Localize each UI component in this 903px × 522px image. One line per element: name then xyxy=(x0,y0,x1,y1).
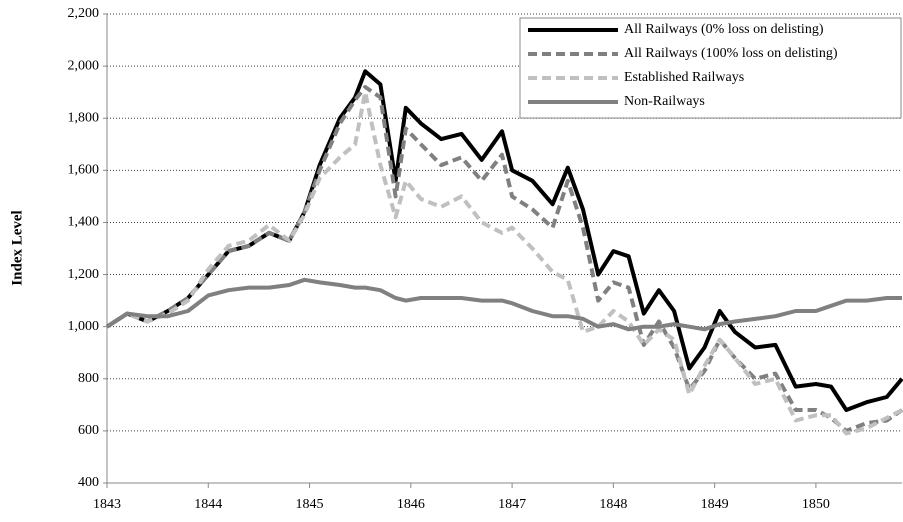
y-tick-label: 2,200 xyxy=(68,6,100,21)
y-tick-label: 1,400 xyxy=(68,215,100,230)
legend-label: All Railways (100% loss on delisting) xyxy=(624,46,838,61)
y-tick-label: 400 xyxy=(78,475,99,490)
y-tick-label: 1,600 xyxy=(68,163,100,178)
x-tick-label: 1850 xyxy=(802,497,830,512)
y-axis-label: Index Level xyxy=(9,210,25,285)
legend-label: Non-Railways xyxy=(624,94,705,109)
series-line xyxy=(105,90,903,436)
legend-label: Established Railways xyxy=(624,70,744,85)
y-tick-label: 2,000 xyxy=(68,58,100,73)
x-tick-label: 1846 xyxy=(397,497,425,512)
legend-label: All Railways (0% loss on delisting) xyxy=(624,22,824,37)
x-tick-label: 1844 xyxy=(194,497,222,512)
x-tick-label: 1843 xyxy=(93,497,121,512)
x-tick-label: 1847 xyxy=(498,497,526,512)
x-tick-label: 1845 xyxy=(296,497,324,512)
y-tick-label: 1,200 xyxy=(68,267,100,282)
y-tick-label: 1,800 xyxy=(68,110,100,125)
y-tick-label: 1,000 xyxy=(68,319,100,334)
y-tick-label: 600 xyxy=(78,423,99,438)
x-tick-label: 1849 xyxy=(701,497,729,512)
y-tick-label: 800 xyxy=(78,371,99,386)
series-line xyxy=(105,85,903,433)
x-tick-label: 1848 xyxy=(599,497,627,512)
series-line xyxy=(105,277,902,332)
series-line xyxy=(105,69,903,412)
